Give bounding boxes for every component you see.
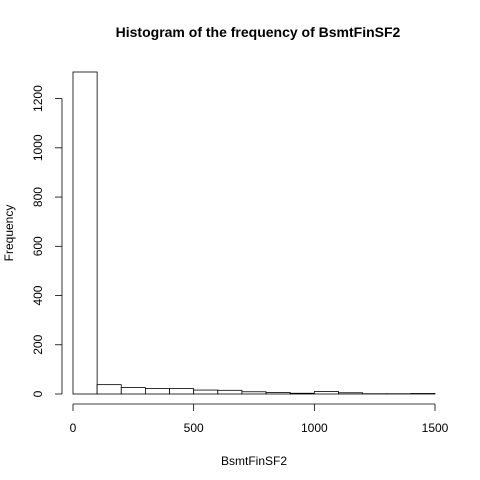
histogram-bar (96, 384, 122, 395)
histogram-bar (120, 387, 146, 395)
y-tick-label: 1000 (31, 134, 45, 161)
histogram-bar (265, 392, 291, 395)
x-tick-label: 1500 (422, 421, 449, 435)
histogram-bar (193, 389, 219, 395)
y-tick-label: 800 (31, 187, 45, 207)
histogram-bar (217, 389, 243, 395)
y-axis-label: Frequency (2, 205, 16, 262)
histogram-bar (313, 391, 339, 395)
y-tick-label: 200 (31, 334, 45, 354)
histogram-bar (241, 391, 267, 395)
x-tick-label: 1000 (301, 421, 328, 435)
histogram-bar (338, 392, 364, 395)
chart-title: Histogram of the frequency of BsmtFinSF2 (116, 24, 401, 40)
x-axis: 0 500 1000 1500 (70, 403, 449, 435)
x-axis-label: BsmtFinSF2 (221, 454, 287, 468)
x-tick-label: 0 (70, 421, 77, 435)
y-tick-label: 600 (31, 236, 45, 256)
histogram-bars (72, 71, 436, 395)
x-tick-label: 500 (184, 421, 204, 435)
y-tick-label: 1200 (31, 85, 45, 112)
histogram-bar (144, 388, 170, 395)
histogram-bar (169, 388, 195, 395)
y-tick-label: 0 (31, 390, 45, 397)
y-axis: 0 200 400 600 800 1000 1200 (31, 85, 63, 397)
histogram-bar (72, 71, 98, 395)
histogram-bar (289, 392, 315, 395)
y-tick-label: 400 (31, 285, 45, 305)
